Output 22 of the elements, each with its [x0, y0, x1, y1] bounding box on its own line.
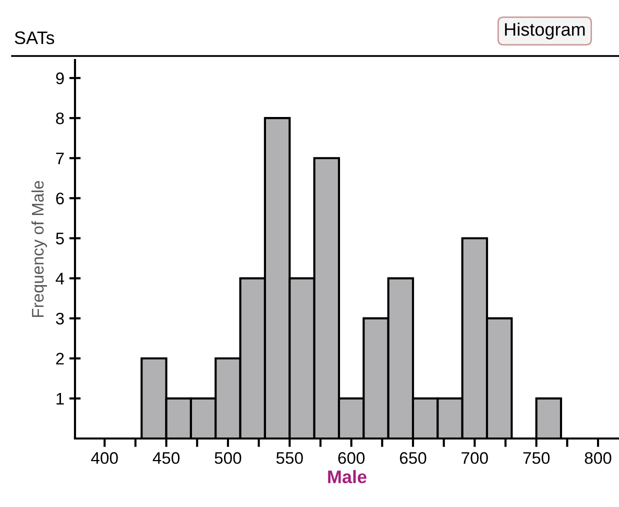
x-tick-label: 450: [152, 452, 180, 464]
x-tick-label: 550: [276, 452, 303, 464]
y-tick-label: 5: [56, 232, 64, 244]
y-tick-label: 3: [56, 312, 64, 325]
y-axis-title: Frequency of Male: [31, 180, 47, 317]
y-tick-label: 7: [56, 152, 64, 164]
x-tick-label: 700: [462, 452, 488, 464]
x-tick-label: 800: [584, 452, 612, 464]
y-tick-label: 6: [56, 192, 64, 204]
x-tick-label: 750: [523, 452, 550, 464]
x-tick-label: 650: [400, 452, 426, 464]
text: Histogram: [505, 22, 585, 40]
chart-title: SATs: [14, 31, 54, 44]
y-tick-label: 4: [56, 272, 64, 284]
y-tick-label: 9: [56, 72, 64, 84]
x-tick-label: 600: [338, 452, 365, 464]
x-tick-label: 500: [214, 452, 242, 464]
x-tick-label: 400: [91, 452, 118, 464]
y-tick-label: 2: [56, 352, 64, 364]
y-tick-label: 8: [56, 112, 64, 124]
x-axis-title: Male: [328, 470, 366, 484]
y-tick-label: 1: [56, 393, 64, 404]
